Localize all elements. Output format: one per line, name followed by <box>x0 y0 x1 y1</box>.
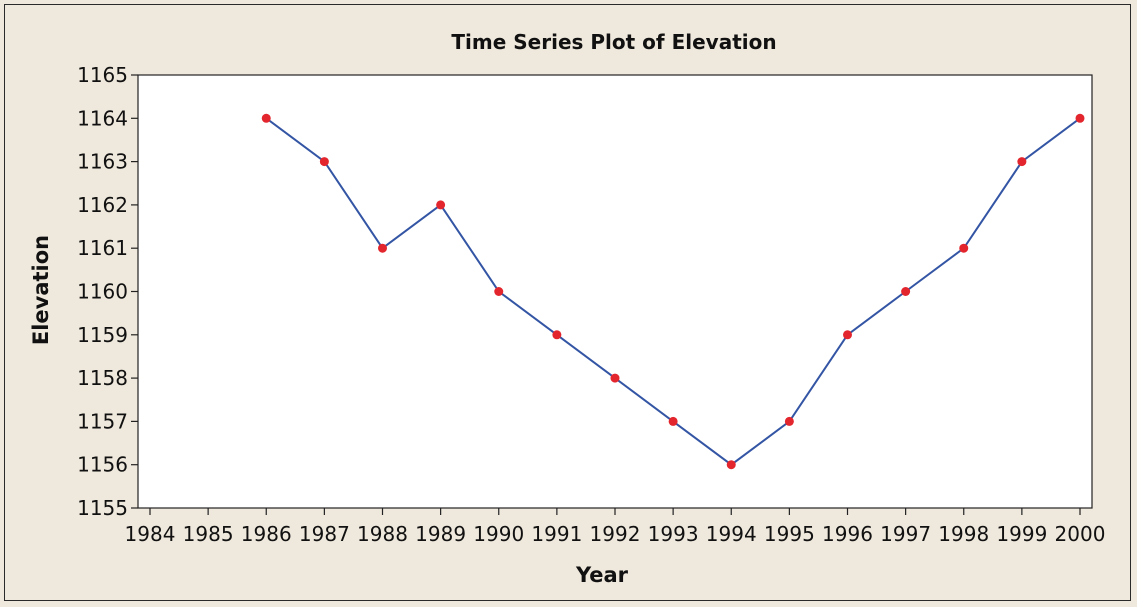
chart-title: Time Series Plot of Elevation <box>451 30 776 54</box>
data-point <box>552 330 562 340</box>
x-axis-title: Year <box>575 563 629 587</box>
plot-area <box>137 74 1093 509</box>
x-tick-label: 1992 <box>590 522 641 546</box>
data-point <box>1075 113 1085 123</box>
data-point <box>843 330 852 340</box>
x-tick-label: 2000 <box>1055 522 1106 546</box>
x-tick-label: 1984 <box>125 522 176 546</box>
y-tick-label: 1159 <box>77 323 128 347</box>
y-axis-title: Elevation <box>29 235 53 345</box>
y-tick-label: 1161 <box>77 236 128 260</box>
y-tick-label: 1157 <box>77 409 128 433</box>
data-point <box>261 113 271 123</box>
data-points <box>261 113 1085 470</box>
data-point <box>610 373 620 383</box>
x-tick-label: 1993 <box>648 522 699 546</box>
x-tick-label: 1991 <box>531 522 582 546</box>
x-tick-label: 1988 <box>357 522 408 546</box>
data-point <box>668 416 678 426</box>
y-tick-label: 1155 <box>77 496 128 520</box>
data-point <box>319 157 329 167</box>
data-point <box>959 243 969 253</box>
data-point <box>901 287 911 296</box>
y-tick-label: 1156 <box>77 453 128 477</box>
x-tick-label: 1996 <box>822 522 873 546</box>
y-axis: 1155 1156 1157 1158 1159 1160 1161 1162 1163 1164… <box>77 63 138 520</box>
y-tick-label: 1165 <box>77 63 128 87</box>
x-tick-label: 1990 <box>473 522 524 546</box>
y-tick-label: 1163 <box>77 150 128 174</box>
y-tick-label: 1160 <box>77 280 128 304</box>
data-point <box>378 243 387 253</box>
chart-frame <box>4 4 1131 601</box>
x-tick-label: 1995 <box>764 522 815 546</box>
data-point <box>784 416 794 426</box>
x-tick-label: 1985 <box>183 522 234 546</box>
x-tick-label: 1989 <box>415 522 466 546</box>
x-tick-label: 1998 <box>938 522 989 546</box>
data-point <box>436 200 446 210</box>
x-tick-label: 1994 <box>706 522 757 546</box>
y-tick-label: 1164 <box>77 106 128 130</box>
data-point <box>726 460 736 470</box>
x-tick-label: 1987 <box>299 522 350 546</box>
x-tick-label: 1997 <box>880 522 931 546</box>
data-point <box>494 287 504 296</box>
x-axis: 1984 1985 1986 1987 1988 1989 1990 1991 1992 1993… <box>125 508 1106 546</box>
y-tick-label: 1162 <box>77 193 128 217</box>
data-point <box>1017 157 1027 167</box>
x-tick-label: 1999 <box>996 522 1047 546</box>
x-tick-label: 1986 <box>241 522 292 546</box>
y-tick-label: 1158 <box>77 366 128 390</box>
